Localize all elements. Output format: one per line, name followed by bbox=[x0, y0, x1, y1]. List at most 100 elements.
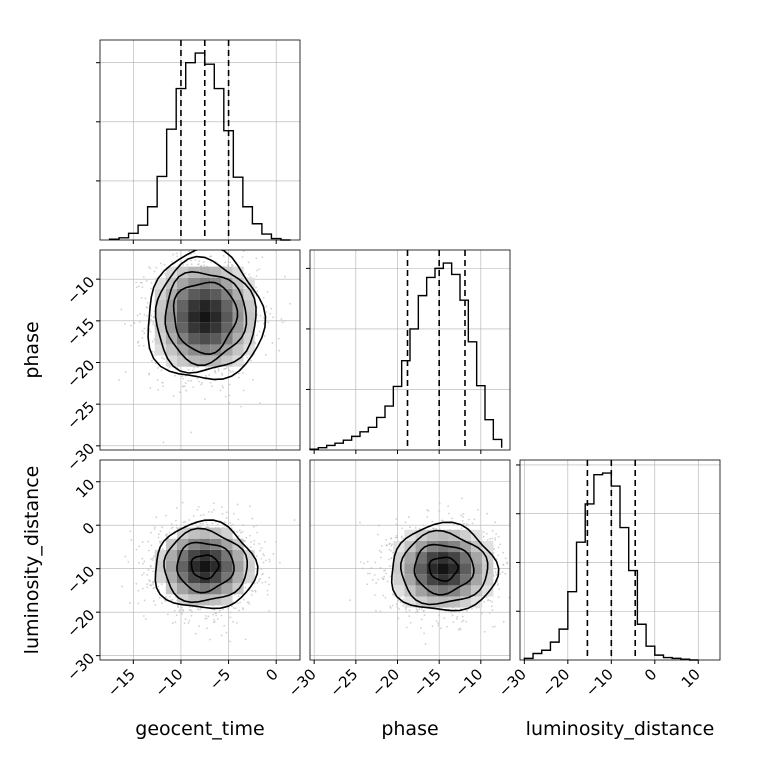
scatter-point bbox=[147, 549, 150, 552]
scatter-point bbox=[266, 290, 269, 293]
scatter-point bbox=[130, 539, 133, 541]
density-cell bbox=[188, 311, 200, 323]
density-cell bbox=[176, 322, 189, 334]
scatter-point bbox=[152, 557, 154, 559]
scatter-point bbox=[366, 583, 369, 586]
density-cell bbox=[176, 277, 189, 289]
density-cell bbox=[188, 300, 200, 312]
scatter-point bbox=[213, 370, 216, 373]
scatter-point bbox=[158, 540, 161, 543]
scatter-point bbox=[201, 524, 204, 527]
scatter-point bbox=[190, 263, 193, 266]
scatter-point bbox=[187, 379, 190, 382]
scatter-point bbox=[255, 275, 258, 278]
scatter-point bbox=[262, 561, 265, 564]
scatter-point bbox=[211, 522, 214, 525]
scatter-point bbox=[214, 612, 217, 615]
scatter-point bbox=[259, 314, 262, 317]
scatter-point bbox=[232, 607, 235, 609]
density-cell bbox=[221, 527, 233, 539]
density-cell bbox=[210, 572, 222, 584]
scatter-point bbox=[159, 262, 162, 265]
hist-frame-phase bbox=[309, 249, 511, 451]
density-cell bbox=[210, 322, 222, 334]
contour-0.5 bbox=[172, 281, 239, 356]
scatter-point bbox=[140, 296, 143, 299]
scatter-point bbox=[188, 609, 191, 611]
scatter-point bbox=[155, 266, 158, 269]
scatter-point bbox=[261, 581, 264, 584]
scatter-point bbox=[268, 558, 271, 561]
scatter-point bbox=[397, 617, 400, 620]
scatter-point bbox=[220, 614, 223, 617]
scatter-point bbox=[251, 517, 254, 520]
scatter-point bbox=[231, 264, 234, 267]
scatter-point bbox=[136, 314, 139, 317]
scatter-point bbox=[178, 611, 181, 614]
scatter-point bbox=[216, 617, 219, 620]
density-cell bbox=[188, 594, 200, 606]
contour-2 bbox=[154, 519, 259, 610]
scatter-point bbox=[248, 273, 251, 276]
density-cell bbox=[243, 560, 255, 573]
scatter-point bbox=[349, 599, 351, 602]
scatter-point bbox=[260, 547, 263, 550]
density-cell bbox=[210, 333, 222, 345]
density-cell bbox=[199, 288, 211, 300]
scatter-point bbox=[262, 553, 265, 555]
hist-ticks-phase bbox=[306, 267, 482, 454]
scatter-point bbox=[227, 248, 229, 250]
scatter-point bbox=[203, 261, 205, 263]
scatter-point bbox=[375, 582, 378, 584]
scatter-point bbox=[150, 287, 152, 290]
scatter-point bbox=[219, 609, 221, 612]
scatter-point bbox=[182, 610, 185, 613]
scatter-point bbox=[182, 264, 184, 266]
scatter-point bbox=[225, 511, 228, 514]
scatter-point bbox=[168, 531, 171, 534]
scatter-point bbox=[250, 589, 253, 592]
scatter-point bbox=[486, 539, 489, 541]
scatter-panel-geocent-time-vs-phase: −30−25−20−15−10 bbox=[63, 240, 301, 475]
scatter-point bbox=[213, 608, 216, 611]
scatter-point bbox=[143, 327, 146, 330]
scatter-point bbox=[244, 586, 247, 589]
density-cell bbox=[176, 583, 189, 595]
scatter-point bbox=[133, 322, 136, 324]
scatter-point bbox=[152, 583, 155, 585]
scatter-point bbox=[220, 506, 223, 508]
contour-1.5 bbox=[154, 255, 257, 374]
scatter-point bbox=[256, 290, 259, 293]
scatter-point bbox=[165, 514, 167, 517]
scatter-point bbox=[220, 372, 223, 375]
scatter-point bbox=[283, 319, 286, 322]
density-cell bbox=[210, 288, 222, 300]
scatter-point bbox=[152, 321, 155, 323]
scatter-point bbox=[143, 599, 146, 602]
scatter-point bbox=[160, 369, 163, 372]
hist-panel-luminosity-distance bbox=[516, 459, 721, 661]
y-tick-label: −10 bbox=[63, 562, 98, 597]
scatter-point bbox=[395, 523, 398, 526]
scatter-point bbox=[221, 244, 223, 246]
scatter-point bbox=[250, 593, 253, 596]
scatter-point bbox=[269, 312, 272, 315]
scatter-point bbox=[383, 575, 386, 578]
scatter-point bbox=[143, 332, 146, 335]
scatter-point bbox=[224, 367, 227, 370]
scatter-point bbox=[182, 377, 185, 380]
scatter-point bbox=[209, 381, 212, 384]
scatter-point bbox=[438, 528, 441, 531]
density-cell bbox=[176, 527, 189, 539]
scatter-point bbox=[186, 263, 189, 266]
density-cell bbox=[188, 322, 200, 334]
scatter-point bbox=[238, 376, 240, 379]
scatter-point bbox=[207, 526, 210, 528]
scatter-point bbox=[250, 546, 252, 548]
scatter-point bbox=[208, 374, 211, 376]
scatter-point bbox=[142, 562, 144, 565]
scatter-point bbox=[205, 521, 207, 523]
scatter-point bbox=[209, 240, 211, 242]
scatter-point bbox=[494, 567, 497, 570]
scatter-point bbox=[274, 540, 277, 543]
